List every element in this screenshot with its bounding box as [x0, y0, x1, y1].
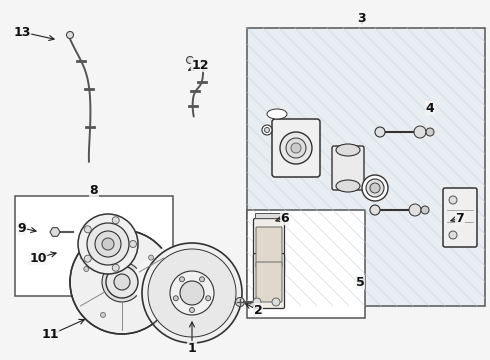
FancyBboxPatch shape — [253, 219, 285, 274]
Circle shape — [84, 226, 91, 233]
FancyBboxPatch shape — [256, 227, 282, 267]
Circle shape — [114, 274, 130, 290]
Circle shape — [170, 271, 214, 315]
FancyBboxPatch shape — [272, 119, 320, 177]
Circle shape — [187, 57, 194, 63]
Circle shape — [199, 277, 204, 282]
Circle shape — [180, 281, 204, 305]
Circle shape — [362, 175, 388, 201]
Circle shape — [409, 204, 421, 216]
Text: 12: 12 — [191, 59, 209, 72]
Ellipse shape — [267, 109, 287, 119]
Circle shape — [370, 183, 380, 193]
Circle shape — [370, 205, 380, 215]
Polygon shape — [255, 213, 283, 218]
Circle shape — [375, 127, 385, 137]
Circle shape — [102, 238, 114, 250]
Circle shape — [265, 127, 270, 132]
Bar — [15, 196, 173, 296]
Circle shape — [449, 196, 457, 204]
Circle shape — [426, 128, 434, 136]
Circle shape — [95, 231, 121, 257]
Circle shape — [67, 32, 74, 39]
Text: 11: 11 — [41, 328, 59, 342]
Text: 7: 7 — [456, 212, 465, 225]
Circle shape — [206, 296, 211, 301]
Circle shape — [102, 262, 142, 302]
FancyBboxPatch shape — [332, 146, 364, 190]
Text: 10: 10 — [29, 252, 47, 265]
Polygon shape — [50, 228, 60, 236]
Circle shape — [236, 297, 245, 306]
Text: 1: 1 — [188, 342, 196, 355]
Text: 4: 4 — [426, 102, 434, 114]
Circle shape — [148, 255, 153, 260]
Bar — [247, 28, 485, 306]
Circle shape — [106, 266, 138, 298]
Circle shape — [84, 266, 89, 271]
FancyBboxPatch shape — [253, 253, 285, 309]
FancyBboxPatch shape — [443, 188, 477, 247]
Circle shape — [179, 277, 185, 282]
Circle shape — [70, 230, 174, 334]
Text: 6: 6 — [281, 212, 289, 225]
Circle shape — [366, 179, 384, 197]
Circle shape — [291, 143, 301, 153]
Circle shape — [272, 298, 280, 306]
Circle shape — [262, 125, 272, 135]
Circle shape — [112, 264, 119, 271]
Text: 2: 2 — [254, 303, 262, 316]
Circle shape — [190, 307, 195, 312]
Text: 3: 3 — [358, 12, 367, 24]
Circle shape — [129, 240, 137, 248]
Circle shape — [87, 223, 129, 265]
Text: 9: 9 — [18, 221, 26, 234]
Text: 5: 5 — [356, 275, 365, 288]
Ellipse shape — [336, 180, 360, 192]
Wedge shape — [122, 248, 174, 315]
Circle shape — [84, 255, 91, 262]
Circle shape — [414, 126, 426, 138]
Circle shape — [142, 243, 242, 343]
Circle shape — [113, 242, 118, 247]
Circle shape — [148, 249, 236, 337]
Circle shape — [100, 312, 105, 318]
Circle shape — [173, 296, 178, 301]
Bar — [247, 210, 365, 318]
Circle shape — [286, 138, 306, 158]
Circle shape — [112, 217, 119, 224]
Text: 8: 8 — [90, 184, 98, 197]
Ellipse shape — [336, 144, 360, 156]
Circle shape — [421, 206, 429, 214]
Circle shape — [449, 231, 457, 239]
Text: 13: 13 — [13, 26, 31, 39]
Circle shape — [78, 214, 138, 274]
Circle shape — [253, 298, 261, 306]
FancyBboxPatch shape — [256, 262, 282, 302]
Circle shape — [280, 132, 312, 164]
